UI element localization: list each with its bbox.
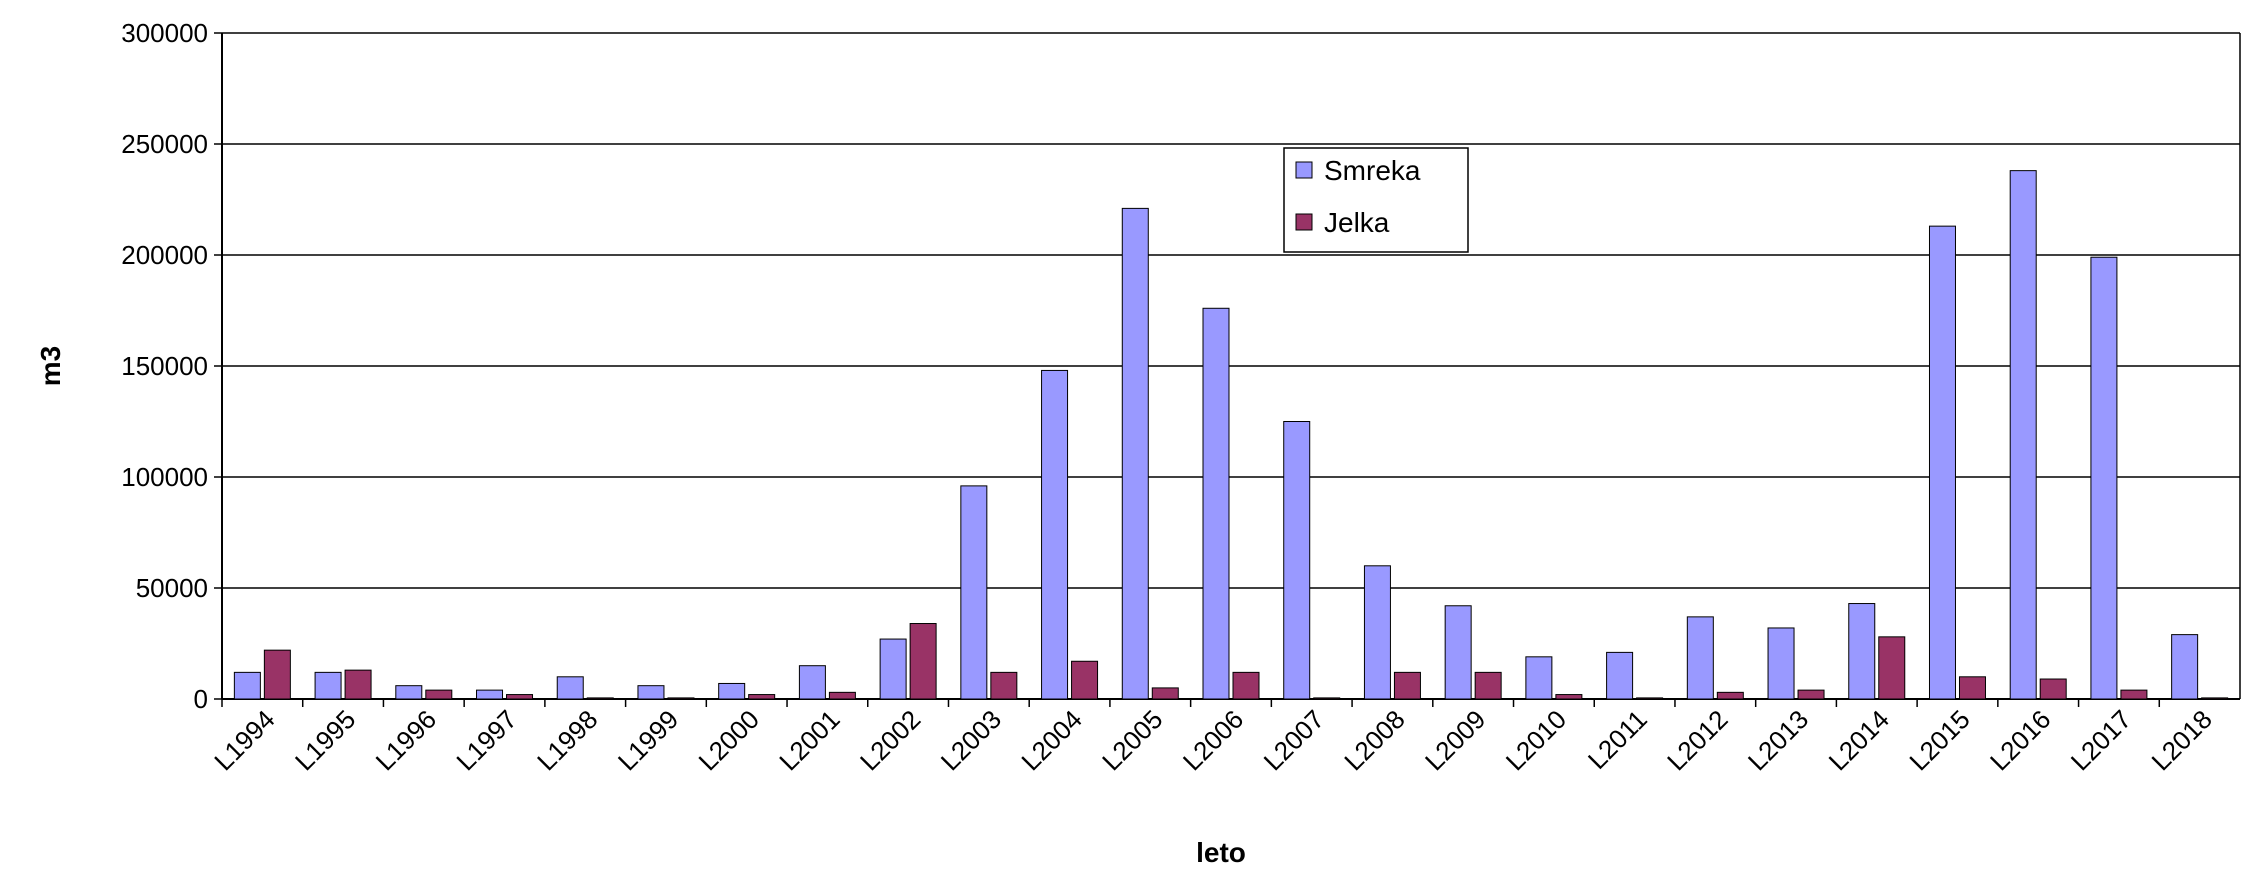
bar-smreka-l2008 [1363, 565, 1391, 700]
bar-smreka-l2003 [960, 485, 988, 700]
bar-jelka-l2018 [2201, 697, 2229, 700]
x-tick-label: L2004 [1015, 704, 1087, 776]
x-tick-label: L2007 [1258, 704, 1330, 776]
bar-jelka-l1997 [506, 694, 534, 700]
x-tick-label: L2001 [773, 704, 845, 776]
bar-smreka-l1994 [233, 671, 261, 700]
legend-box [1283, 147, 1469, 253]
y-axis-title: m3 [35, 346, 66, 386]
x-tick-label: L2016 [1984, 704, 2056, 776]
legend-label-jelka: Jelka [1324, 207, 1390, 238]
bar-jelka-l1994 [263, 649, 291, 700]
bar-jelka-l2004 [1071, 660, 1099, 700]
x-tick-label: L2017 [2065, 704, 2137, 776]
bar-smreka-l2002 [879, 638, 907, 700]
bar-smreka-l2013 [1767, 627, 1795, 700]
x-tick-label: L1997 [450, 704, 522, 776]
y-axis-ticks: 0 50000 100000 150000 200000 250000 300000 [121, 18, 222, 714]
bar-smreka-l2011 [1606, 651, 1634, 700]
x-tick-label: L2015 [1903, 704, 1975, 776]
legend-label-smreka: Smreka [1324, 155, 1421, 186]
x-tick-label: L2011 [1582, 704, 1653, 775]
bar-smreka-l1996 [395, 685, 423, 700]
bar-jelka-l2003 [990, 671, 1018, 700]
y-tick-label: 250000 [121, 129, 208, 159]
bar-smreka-l2007 [1283, 421, 1311, 700]
bar-jelka-l2007 [1313, 697, 1341, 700]
x-axis-title: leto [1196, 837, 1246, 868]
x-tick-label: L1996 [370, 704, 442, 776]
bar-jelka-l2009 [1474, 671, 1502, 700]
bar-jelka-l2012 [1716, 691, 1744, 700]
bar-jelka-l2011 [1636, 697, 1664, 700]
bar-smreka-l2005 [1121, 207, 1149, 700]
bar-smreka-l2017 [2090, 256, 2118, 700]
y-tick-label: 0 [194, 684, 208, 714]
bar-smreka-l1999 [637, 685, 665, 700]
bar-smreka-l2016 [2009, 170, 2037, 700]
x-tick-label: L1994 [208, 704, 280, 776]
x-tick-label: L1998 [531, 704, 603, 776]
bar-jelka-l1999 [667, 697, 695, 700]
x-tick-label: L2012 [1661, 704, 1733, 776]
y-tick-label: 150000 [121, 351, 208, 381]
x-tick-label: L2003 [935, 704, 1007, 776]
y-tick-label: 100000 [121, 462, 208, 492]
bar-smreka-l2012 [1686, 616, 1714, 700]
x-axis-ticks: L1994 L1995 L1996 L1997 L1998 L1999 L2000 L2001… [208, 704, 2218, 776]
bar-jelka-l2010 [1555, 694, 1583, 700]
legend: Smreka Jelka [1283, 147, 1469, 253]
bars [221, 170, 2229, 707]
bar-smreka-l2004 [1041, 369, 1069, 700]
x-tick-label: L2000 [693, 704, 765, 776]
bar-jelka-l2016 [2039, 678, 2067, 700]
bar-jelka-l2005 [1151, 687, 1179, 700]
x-tick-label: L2008 [1338, 704, 1410, 776]
x-tick-label: L2005 [1096, 704, 1168, 776]
bar-jelka-l2000 [748, 694, 776, 700]
bar-jelka-l2002 [909, 623, 937, 700]
bar-jelka-l1995 [344, 669, 372, 700]
bar-smreka-l2015 [1928, 225, 1956, 700]
bar-jelka-l2017 [2120, 689, 2148, 700]
x-tick-label: L2018 [2146, 704, 2218, 776]
bar-smreka-l1997 [476, 689, 504, 700]
bar-jelka-l2014 [1878, 636, 1906, 700]
bar-jelka-l2013 [1797, 689, 1825, 700]
bar-jelka-l2001 [828, 691, 856, 700]
bar-jelka-l2015 [1958, 676, 1986, 700]
x-tick-label: L2013 [1742, 704, 1814, 776]
x-tick-label: L2002 [854, 704, 926, 776]
x-tick-label: L1999 [612, 704, 684, 776]
x-tick-label: L2010 [1500, 704, 1572, 776]
bar-jelka-l2006 [1232, 671, 1260, 700]
bar-smreka-l2018 [2171, 634, 2199, 700]
bar-jelka-l1998 [586, 697, 614, 700]
grid-lines [222, 32, 2240, 700]
legend-swatch-jelka [1295, 213, 1313, 231]
y-tick-label: 300000 [121, 18, 208, 48]
x-tick-label: L2009 [1419, 704, 1491, 776]
bar-smreka-l2010 [1525, 656, 1553, 700]
bar-smreka-l1998 [556, 676, 584, 700]
x-tick-label: L1995 [289, 704, 361, 776]
bar-smreka-l1995 [314, 671, 342, 700]
y-tick-label: 50000 [136, 573, 208, 603]
bar-smreka-l2001 [798, 665, 826, 700]
bar-smreka-l2009 [1444, 605, 1472, 700]
x-tick-label: L2014 [1823, 704, 1895, 776]
legend-swatch-smreka [1295, 161, 1313, 179]
bar-jelka-l2008 [1393, 671, 1421, 700]
bar-smreka-l2000 [718, 682, 746, 700]
x-tick-label: L2006 [1177, 704, 1249, 776]
y-tick-label: 200000 [121, 240, 208, 270]
bar-jelka-l1996 [425, 689, 453, 700]
bar-smreka-l2006 [1202, 307, 1230, 700]
bar-smreka-l2014 [1848, 603, 1876, 700]
